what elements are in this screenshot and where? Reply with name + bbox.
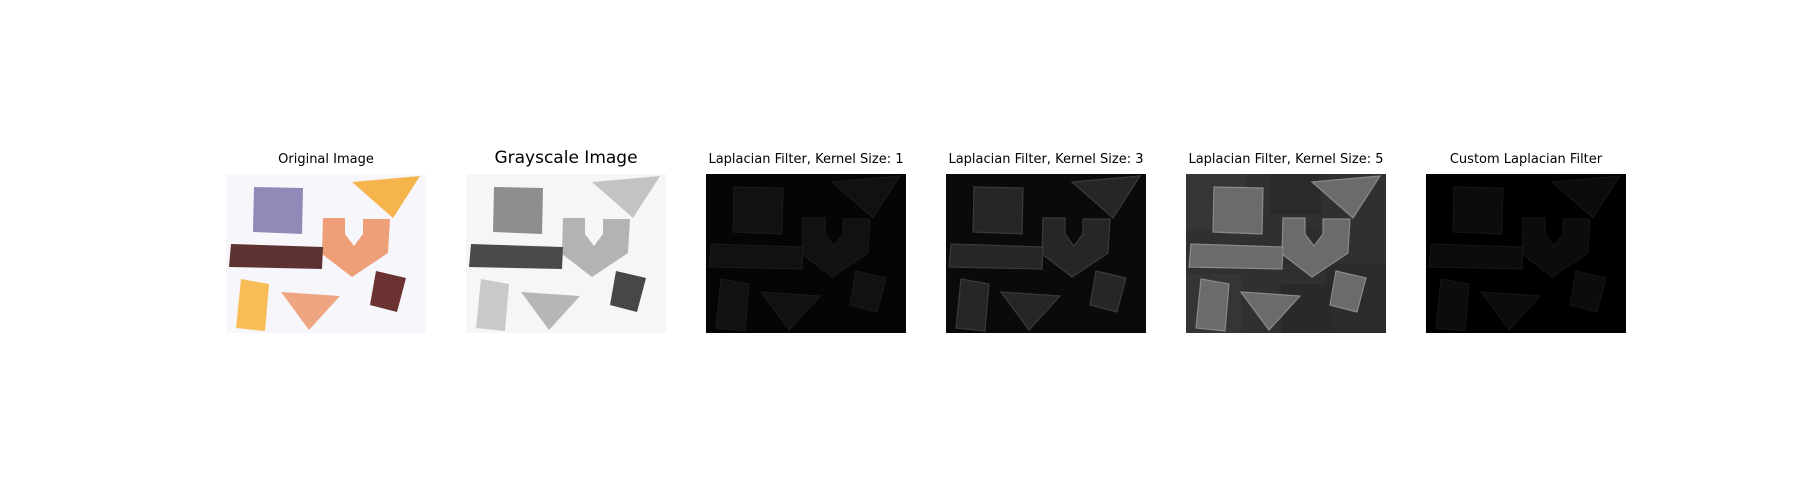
- shape-square: [972, 186, 1024, 235]
- laplacian-k1-image: [706, 174, 906, 333]
- shape-quad: [849, 270, 887, 313]
- shape-card: [955, 278, 990, 332]
- shape-quad: [1569, 270, 1607, 313]
- panel-title-custom-laplacian: Custom Laplacian Filter: [1449, 152, 1603, 167]
- panel-title-original: Original Image: [278, 152, 374, 167]
- shape-quad: [610, 271, 646, 312]
- panel-title-laplacian-k1: Laplacian Filter, Kernel Size: 1: [708, 152, 904, 167]
- panel-title-grayscale: Grayscale Image: [494, 148, 638, 168]
- shape-quad: [1089, 270, 1127, 313]
- shape-bar: [1428, 243, 1524, 270]
- shape-triangle-bottom: [281, 292, 340, 330]
- shape-square: [253, 187, 303, 234]
- shape-u: [1041, 217, 1111, 278]
- shape-bar: [948, 243, 1044, 270]
- shape-card: [236, 279, 269, 331]
- shape-u: [322, 218, 390, 277]
- shape-square: [1212, 186, 1264, 235]
- shape-triangle-top: [830, 175, 901, 219]
- panel-title-laplacian-k3: Laplacian Filter, Kernel Size: 3: [948, 152, 1144, 167]
- shape-triangle-top: [592, 176, 660, 218]
- shape-square: [493, 187, 543, 234]
- shape-card: [476, 279, 509, 331]
- original-image: [226, 174, 426, 333]
- shape-triangle-bottom: [759, 291, 822, 331]
- shape-card: [715, 278, 750, 332]
- shape-quad: [370, 271, 406, 312]
- grayscale-image: [466, 174, 666, 333]
- shape-triangle-top: [352, 176, 420, 218]
- shape-square: [732, 186, 784, 235]
- laplacian-k5-image: [1186, 174, 1386, 333]
- panel-title-laplacian-k5: Laplacian Filter, Kernel Size: 5: [1188, 152, 1384, 167]
- shape-card: [1195, 278, 1230, 332]
- shape-quad: [1329, 270, 1367, 313]
- shape-u: [562, 218, 630, 277]
- shape-square: [1452, 186, 1504, 235]
- shape-triangle-bottom: [999, 291, 1062, 331]
- custom-laplacian-image: [1426, 174, 1626, 333]
- shape-triangle-top: [1550, 175, 1621, 219]
- shape-u: [1281, 217, 1351, 278]
- shape-bar: [469, 244, 563, 269]
- shape-triangle-top: [1310, 175, 1382, 219]
- shape-triangle-bottom: [521, 292, 580, 330]
- laplacian-k3-image: [946, 174, 1146, 333]
- shape-card: [1435, 278, 1470, 332]
- shape-bar: [229, 244, 323, 269]
- shape-u: [1521, 217, 1591, 278]
- shape-triangle-bottom: [1239, 291, 1302, 331]
- shape-triangle-bottom: [1479, 291, 1542, 331]
- shape-triangle-top: [1070, 175, 1142, 219]
- shape-bar: [708, 243, 804, 270]
- shape-bar: [1188, 243, 1284, 270]
- shape-u: [801, 217, 871, 278]
